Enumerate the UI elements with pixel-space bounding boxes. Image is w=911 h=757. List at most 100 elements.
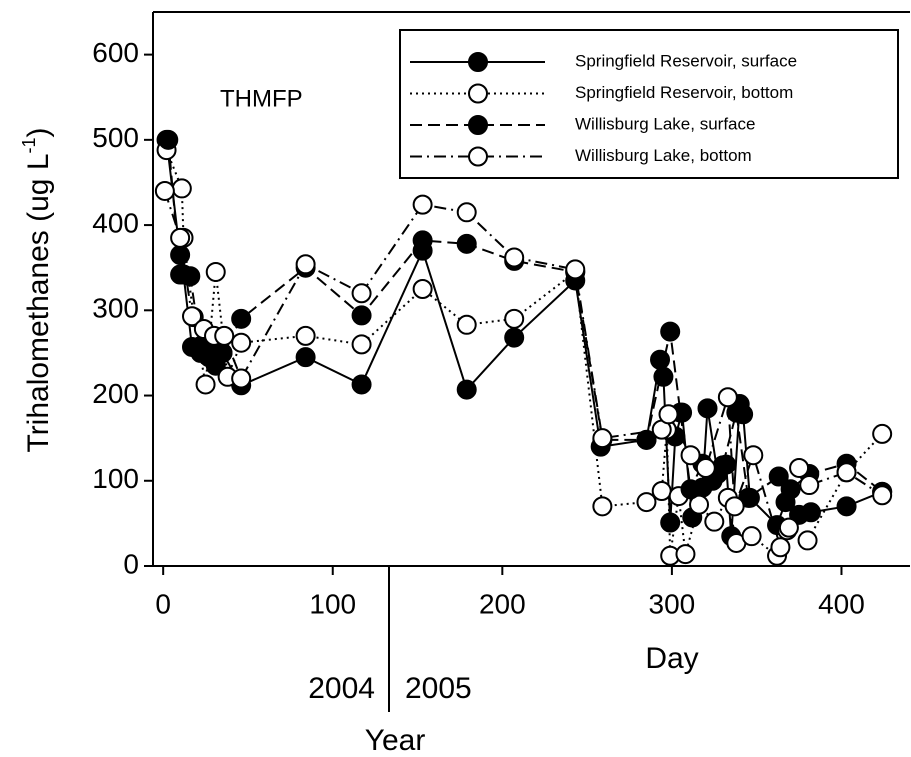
y-tick-label: 400 — [92, 207, 139, 238]
legend-marker — [468, 115, 488, 135]
data-point — [170, 227, 191, 248]
data-point — [295, 325, 316, 346]
y-tick-label: 200 — [92, 378, 139, 409]
data-point — [712, 455, 733, 476]
data-point — [836, 496, 857, 517]
series-line — [167, 139, 883, 500]
data-point — [636, 429, 657, 450]
data-point — [182, 306, 203, 327]
legend-label: Willisburg Lake, bottom — [575, 146, 752, 165]
y-axis-title: Trihalomethanes (ug L-1) — [19, 127, 55, 452]
data-point — [680, 445, 701, 466]
data-point — [195, 374, 216, 395]
year-label: 2005 — [405, 672, 472, 705]
data-point — [592, 496, 613, 517]
data-point — [675, 544, 696, 565]
year-axis-title: Year — [365, 724, 426, 757]
data-point — [797, 530, 818, 551]
data-point — [743, 445, 764, 466]
data-point — [456, 314, 477, 335]
data-point — [170, 244, 191, 265]
y-axis-title-sup: -1 — [19, 137, 39, 153]
data-point — [212, 342, 233, 363]
data-point — [872, 485, 893, 506]
data-point — [778, 517, 799, 538]
year-label: 2004 — [308, 672, 375, 705]
data-point — [154, 180, 175, 201]
annotation: THMFP — [220, 85, 303, 112]
data-point — [780, 479, 801, 500]
data-point — [717, 387, 738, 408]
y-tick-label: 600 — [92, 37, 139, 68]
data-point — [456, 202, 477, 223]
y-tick-label: 300 — [92, 293, 139, 324]
x-tick-label: 400 — [818, 588, 865, 619]
data-point — [504, 247, 525, 268]
data-point — [695, 457, 716, 478]
legend-label: Willisburg Lake, surface — [575, 114, 755, 133]
y-axis-title-text: Trihalomethanes (ug L — [22, 153, 55, 452]
x-tick-label: 100 — [309, 588, 356, 619]
data-point — [724, 496, 745, 517]
legend-marker — [468, 146, 488, 167]
x-axis-title: Day — [645, 642, 698, 675]
data-point — [504, 308, 525, 329]
y-axis-title-suffix: ) — [22, 127, 55, 137]
data-point — [295, 254, 316, 275]
y-tick-label: 500 — [92, 122, 139, 153]
data-point — [689, 494, 710, 515]
data-point — [680, 479, 701, 500]
data-point — [789, 457, 810, 478]
data-point — [697, 398, 718, 419]
data-point — [412, 194, 433, 215]
y-tick-label: 100 — [92, 463, 139, 494]
legend-marker — [468, 52, 488, 72]
data-point — [214, 325, 235, 346]
data-point — [768, 466, 789, 487]
x-tick-label: 200 — [479, 588, 526, 619]
data-point — [651, 480, 672, 501]
data-point — [636, 492, 657, 513]
data-point — [412, 279, 433, 299]
data-point — [565, 259, 586, 280]
data-point — [351, 305, 372, 326]
data-point — [741, 526, 762, 547]
data-point — [504, 327, 525, 348]
data-point — [660, 321, 681, 342]
data-point — [231, 308, 252, 329]
data-point — [872, 423, 893, 444]
data-point — [171, 178, 192, 199]
legend-label: Springfield Reservoir, surface — [575, 51, 797, 70]
x-tick-label: 300 — [649, 588, 696, 619]
data-point — [704, 511, 725, 532]
data-point — [456, 233, 477, 254]
data-point — [650, 349, 671, 370]
data-point — [295, 347, 316, 368]
data-point — [231, 332, 252, 353]
data-point — [660, 512, 681, 533]
data-point — [351, 283, 372, 304]
data-point — [592, 428, 613, 449]
data-point — [770, 537, 791, 558]
data-point — [836, 462, 857, 483]
data-point — [653, 366, 674, 387]
x-tick-label: 0 — [155, 588, 171, 619]
legend-marker — [468, 83, 488, 104]
data-point — [658, 404, 679, 425]
data-point — [726, 402, 747, 423]
data-point — [799, 475, 820, 496]
data-point — [800, 502, 821, 523]
data-point — [351, 374, 372, 395]
data-point — [412, 230, 433, 251]
data-point — [180, 266, 201, 287]
series-line — [163, 190, 883, 551]
data-point — [456, 379, 477, 400]
data-point — [158, 129, 179, 150]
y-tick-label: 0 — [123, 548, 139, 579]
data-point — [231, 368, 252, 389]
series-line — [165, 149, 883, 558]
data-point — [351, 334, 372, 355]
data-point — [205, 261, 226, 282]
